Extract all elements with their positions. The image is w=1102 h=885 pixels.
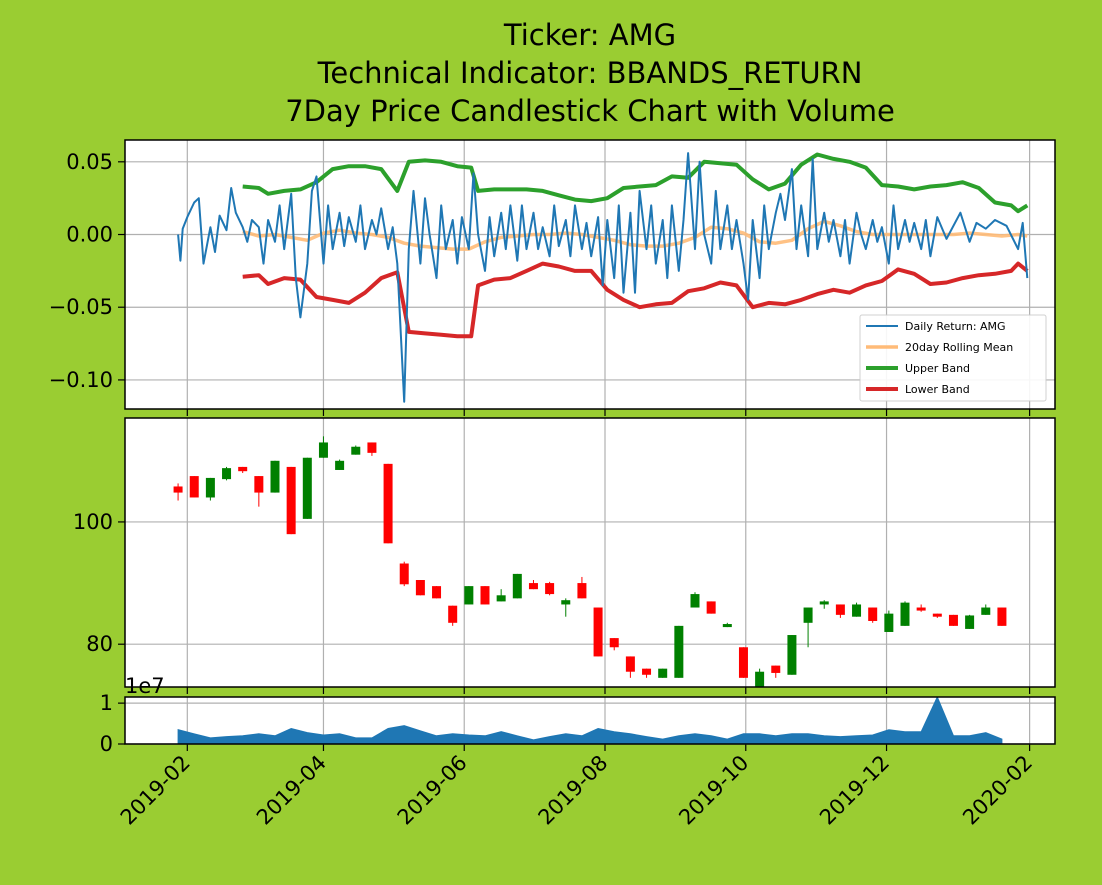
candle-body — [351, 446, 361, 455]
candle-body — [852, 604, 862, 617]
candle-body — [318, 442, 328, 458]
candle-body — [173, 486, 183, 493]
candle-body — [238, 466, 248, 472]
candle-body — [480, 586, 490, 605]
upper-band-series — [242, 152, 1029, 214]
legend-box — [859, 314, 1047, 402]
candle-body — [965, 615, 975, 629]
candle-body — [658, 668, 668, 678]
volume-panel: 1 0 1e7 — [100, 674, 1056, 756]
candle-body — [868, 607, 878, 621]
candle-body — [771, 665, 781, 673]
price-panel: 100 80 — [73, 417, 1056, 694]
candle-body — [593, 607, 603, 657]
price-marks — [173, 436, 1007, 687]
candle-body — [997, 607, 1007, 626]
chart-title-line-1: Ticker: AMG — [503, 18, 676, 52]
candle-body — [286, 466, 296, 535]
candle-body — [399, 563, 409, 585]
candle-body — [383, 463, 393, 544]
candle-body — [755, 671, 765, 687]
candle-body — [819, 601, 829, 605]
legend-label: Upper Band — [905, 362, 970, 375]
candle-body — [254, 476, 264, 493]
candle-body — [738, 647, 748, 678]
candle-body — [367, 442, 377, 453]
candle-body — [609, 638, 619, 648]
volume-y-tick-label: 1 — [100, 691, 113, 715]
price-frame — [124, 417, 1056, 688]
candle-body — [803, 607, 813, 623]
candle-body — [335, 460, 345, 470]
candle-body — [545, 583, 555, 595]
candle-body — [674, 625, 684, 678]
candle-body — [884, 613, 894, 632]
candle-body — [690, 594, 700, 608]
candle-body — [916, 607, 926, 611]
bollinger-y-tick-label: −0.10 — [49, 368, 113, 392]
candle-body — [787, 635, 797, 675]
bollinger-y-tick-label: −0.05 — [49, 295, 113, 319]
price-plot-area — [125, 418, 1055, 687]
candle-body — [189, 476, 199, 498]
candle-body — [981, 607, 991, 615]
candle-body — [464, 586, 474, 605]
candle-body — [722, 624, 732, 628]
volume-y-tick-label: 0 — [100, 732, 113, 756]
candle-body — [222, 468, 232, 480]
candle-body — [642, 668, 652, 675]
legend-label: Lower Band — [905, 383, 970, 396]
candle-body — [835, 604, 845, 615]
candle-body — [625, 656, 635, 672]
candle-body — [900, 602, 910, 626]
bollinger-y-tick-label: 0.00 — [66, 223, 113, 247]
candle-body — [205, 477, 215, 498]
price-y-tick-label: 80 — [86, 632, 113, 656]
chart-panels: 0.05 0.00 −0.05 −0.10 Daily Return: AMG 20day… — [49, 139, 1056, 830]
candle-body — [932, 613, 942, 617]
chart-title-line-2: Technical Indicator: BBANDS_RETURN — [317, 56, 863, 90]
candle-body — [948, 614, 958, 626]
bollinger-y-tick-label: 0.05 — [66, 150, 113, 174]
candle-body — [415, 580, 425, 596]
volume-marks — [177, 697, 1003, 744]
candle-body — [577, 583, 587, 599]
candle-body — [706, 601, 716, 614]
chart-title-line-3: 7Day Price Candlestick Chart with Volume — [285, 94, 895, 128]
candle-body — [561, 600, 571, 605]
daily-return-series — [177, 152, 1029, 403]
candle-body — [496, 595, 506, 602]
volume-scale-label: 1e7 — [125, 674, 165, 698]
candle-body — [270, 460, 280, 493]
legend-label: Daily Return: AMG — [905, 320, 1006, 333]
volume-frame — [124, 696, 1056, 745]
bollinger-marks — [177, 152, 1029, 403]
bollinger-frame — [124, 139, 1056, 410]
candle-body — [448, 605, 458, 623]
bollinger-panel: 0.05 0.00 −0.05 −0.10 Daily Return: AMG 20day… — [49, 139, 1056, 416]
candle-body — [432, 586, 442, 599]
legend-label: 20day Rolling Mean — [905, 341, 1013, 354]
price-y-tick-label: 100 — [73, 510, 113, 534]
volume-area — [177, 697, 1003, 744]
candle-body — [302, 457, 312, 519]
candle-body — [528, 583, 538, 590]
candle-body — [512, 573, 522, 599]
lower-band-series — [242, 261, 1029, 339]
